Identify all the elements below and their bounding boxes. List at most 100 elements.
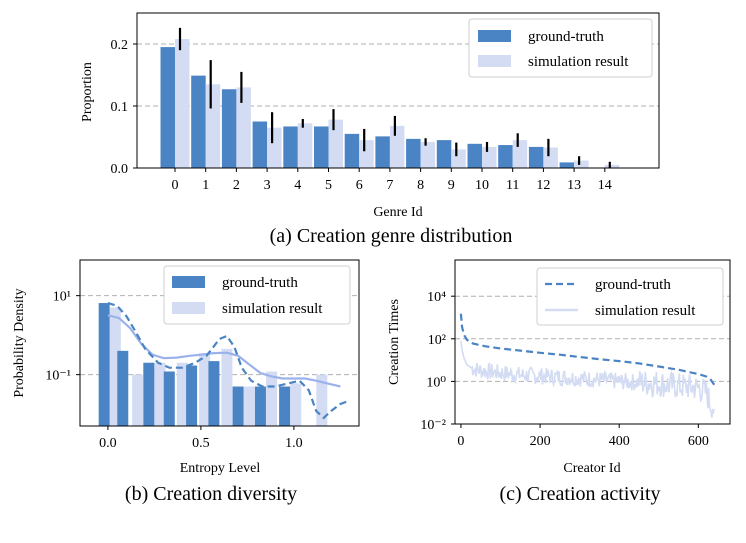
panel-a-ytick-label: 0.0 <box>111 162 129 177</box>
panel-b-bar-simulation <box>176 362 188 426</box>
panel-b-frame <box>79 259 360 427</box>
panel-b-legend-box <box>163 265 351 325</box>
panel-b-legend-swatch-gt <box>172 276 205 288</box>
panel-b-legend: ground-truth simulation result <box>163 265 351 325</box>
panel-a-bar-simulation <box>574 160 589 168</box>
panel-a-xtick-label: 6 <box>356 178 363 193</box>
panel-b-bar-ground-truth <box>186 365 198 426</box>
panel-a-xtick-label: 1 <box>202 178 209 193</box>
panel-a-xtick-label: 8 <box>417 178 424 193</box>
panel-c-frame <box>454 259 731 425</box>
panel-a-bar-ground-truth <box>528 146 544 168</box>
panel-b-bar-ground-truth <box>208 361 220 426</box>
panel-a-bar-simulation <box>175 39 190 168</box>
panel-a-bar-simulation <box>359 140 374 168</box>
panel-b-ytick-label: 10¹ <box>53 290 71 305</box>
panel-a-bar-ground-truth <box>283 126 298 168</box>
panel-c-xtick-label: 600 <box>688 434 709 449</box>
panel-a-xlabel: Genre Id <box>373 205 422 220</box>
panel-a-bar-simulation <box>482 146 497 168</box>
panel-a-xtick-label: 9 <box>448 178 455 193</box>
panel-b-legend-swatch-sim <box>172 302 205 314</box>
panel-b-bar-simulation <box>290 383 302 426</box>
panel-a-xtick-label: 7 <box>386 178 393 193</box>
panel-a-caption: (a) Creation genre distribution <box>270 225 513 247</box>
panel-b-bar-ground-truth <box>117 350 129 426</box>
panel-b-bar-ground-truth <box>98 303 110 426</box>
panel-a-bar-ground-truth <box>498 145 513 168</box>
panel-a-legend-box <box>468 18 653 78</box>
panel-c-ytick-label: 10⁴ <box>427 290 446 305</box>
panel-a-bar-simulation <box>267 127 282 168</box>
panel-a-frame <box>136 12 660 169</box>
panel-c-legend: ground-truth simulation result <box>536 267 724 326</box>
panel-c-ytick-label: 10⁰ <box>426 375 446 390</box>
panel-b-line-ground-truth-kde <box>107 301 351 420</box>
panel-a-bar-simulation <box>297 123 313 168</box>
panel-c-xtick-label: 400 <box>609 434 630 449</box>
panel-a-xtick-label: 3 <box>264 178 271 193</box>
panel-b-bar-ground-truth <box>143 362 155 426</box>
panel-a-bar-ground-truth <box>344 133 360 168</box>
panel-b-ylabel: Probability Density <box>12 288 27 397</box>
panel-b-ytick-label: 10⁻¹ <box>45 369 71 384</box>
panel-c-caption: (c) Creation activity <box>499 483 660 505</box>
panel-a-bar-ground-truth <box>436 140 452 168</box>
panel-a-bar-ground-truth <box>314 126 329 168</box>
panel-b-bar-ground-truth <box>232 386 244 426</box>
panel-a-legend-swatch-sim <box>478 55 511 67</box>
panel-a-bar-ground-truth <box>252 121 268 168</box>
panel-b-bar-ground-truth <box>254 386 266 426</box>
panel-c-xtick-label: 200 <box>530 434 551 449</box>
panel-a-xtick-label: 13 <box>567 178 581 193</box>
panel-a-bar-simulation <box>604 164 620 168</box>
panel-b-legend-label-sim: simulation result <box>222 301 323 317</box>
panel-b-xtick-label: 0.0 <box>99 436 117 451</box>
panel-a-ytick-label: 0.2 <box>111 38 129 53</box>
panel-b-bar-ground-truth <box>163 371 175 426</box>
panel-c-ytick-label: 10⁻² <box>420 418 446 433</box>
panel-c-line-ground-truth <box>459 313 716 386</box>
panel-a-xtick-label: 0 <box>172 178 179 193</box>
panel-b-bar-simulation <box>316 374 328 426</box>
panel-c-xtick-label: 0 <box>457 434 464 449</box>
panel-a-bar-ground-truth <box>375 136 390 168</box>
panel-a-xtick-label: 10 <box>475 178 489 193</box>
panel-a-bar-simulation <box>512 140 528 168</box>
panel-c-line-simulation <box>460 340 715 418</box>
panel-b-xtick-label: 0.5 <box>192 436 210 451</box>
panel-b-caption: (b) Creation diversity <box>125 483 297 505</box>
panel-a-bar-simulation <box>420 141 436 168</box>
panel-a-xtick-label: 5 <box>325 178 332 193</box>
panel-a-xtick-label: 2 <box>233 178 240 193</box>
panel-a-xtick-label: 12 <box>536 178 550 193</box>
panel-a-bar-ground-truth <box>221 89 237 168</box>
panel-a-legend: ground-truth simulation result <box>468 18 653 78</box>
panel-a-bar-simulation <box>389 125 405 168</box>
panel-a-xtick-label: 4 <box>294 178 301 193</box>
panel-b-bar-ground-truth <box>279 386 291 426</box>
panel-b-bar-simulation <box>243 386 255 426</box>
panel-a-legend-label-gt: ground-truth <box>528 29 604 45</box>
panel-c-legend-label-sim: simulation result <box>595 303 696 319</box>
panel-a-legend-label-sim: simulation result <box>528 54 629 70</box>
panel-a-bar-simulation <box>543 147 558 168</box>
panel-a-bar-ground-truth <box>191 75 206 168</box>
panel-a-xtick-label: 14 <box>598 178 612 193</box>
panel-a-ylabel: Proportion <box>80 62 95 122</box>
panel-a-bar-simulation <box>236 87 251 168</box>
panel-b-bar-simulation <box>109 307 121 426</box>
panel-a-ytick-label: 0.1 <box>111 100 129 115</box>
panel-a-bar-ground-truth <box>467 143 482 168</box>
panel-b-bar-simulation <box>132 374 144 426</box>
panel-a-bar-ground-truth <box>160 47 175 168</box>
panel-c-ytick-label: 10² <box>428 333 446 348</box>
panel-b-bar-simulation <box>199 353 211 426</box>
panel-c-legend-box <box>536 267 724 326</box>
panel-c-legend-label-gt: ground-truth <box>595 277 671 293</box>
panel-b-bar-simulation <box>154 362 166 426</box>
panel-a-bar-ground-truth <box>406 138 421 168</box>
panel-a-bar-ground-truth <box>559 162 575 168</box>
panel-a-bar-simulation <box>328 119 343 168</box>
panel-b-creation-diversity: 0.0 0.5 1.0 10¹ 10⁻¹ Entropy Level Probabil… <box>12 259 360 505</box>
